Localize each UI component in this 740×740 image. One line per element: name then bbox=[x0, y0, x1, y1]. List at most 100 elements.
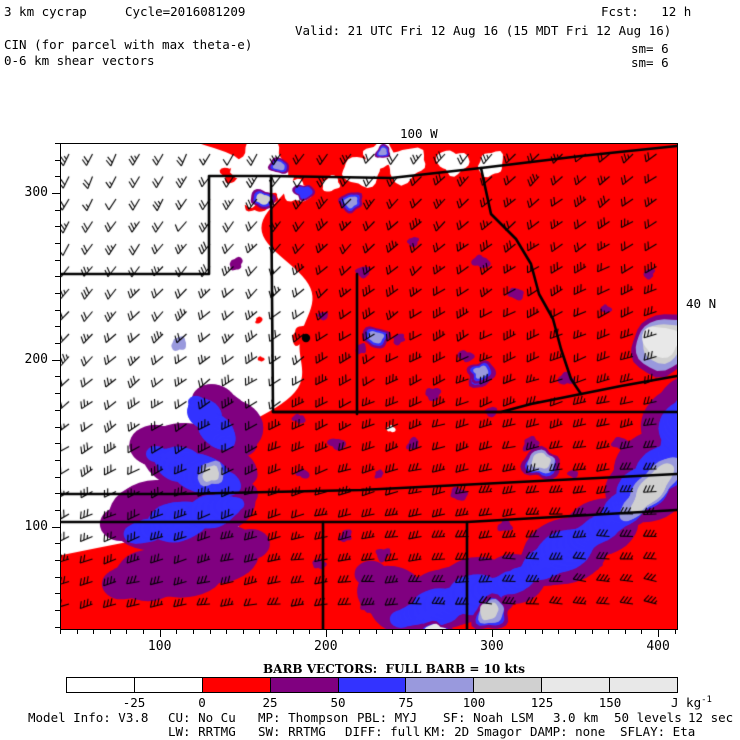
valid-time-label: Valid: 21 UTC Fri 12 Aug 16 (15 MDT Fri … bbox=[295, 23, 672, 38]
y-tick-label-200: 200 bbox=[24, 351, 48, 367]
y-minor-tick bbox=[55, 326, 60, 328]
x-tick-label-400: 400 bbox=[646, 639, 670, 654]
x-tick-label-200: 200 bbox=[314, 639, 338, 654]
colorbar-cell-5 bbox=[406, 678, 475, 692]
x-minor-tick bbox=[126, 630, 128, 634]
x-minor-tick bbox=[541, 630, 543, 634]
x-minor-tick bbox=[342, 630, 344, 634]
model-name: 3 km cycrap bbox=[4, 4, 87, 19]
y-minor-tick bbox=[55, 376, 60, 378]
forecast-hour-label: Fcst: 12 h bbox=[601, 4, 692, 19]
colorbar-tick-0: 0 bbox=[198, 695, 206, 710]
y-minor-tick bbox=[55, 626, 60, 628]
x-tick-label-100: 100 bbox=[147, 639, 172, 654]
footer-sw: SW: RRTMG bbox=[258, 724, 326, 739]
x-minor-tick bbox=[309, 630, 311, 634]
y-minor-tick bbox=[55, 159, 60, 161]
x-minor-tick bbox=[143, 630, 145, 634]
footer-resolution: 3.0 km bbox=[553, 710, 599, 725]
y-minor-tick bbox=[55, 343, 60, 345]
x-minor-tick bbox=[292, 630, 294, 634]
footer-pbl: PBL: MYJ bbox=[357, 710, 418, 725]
y-minor-tick bbox=[55, 576, 60, 578]
y-minor-tick bbox=[55, 309, 60, 311]
x-minor-tick bbox=[176, 630, 178, 634]
x-minor-tick bbox=[226, 630, 228, 634]
y-minor-tick bbox=[55, 509, 60, 511]
colorbar-tick--25: -25 bbox=[122, 695, 146, 710]
colorbar-cell-6 bbox=[474, 678, 543, 692]
x-minor-tick bbox=[93, 630, 95, 634]
footer-damp: DAMP: none bbox=[530, 724, 606, 739]
y-minor-tick bbox=[55, 559, 60, 561]
y-minor-tick bbox=[55, 543, 60, 545]
y-minor-tick bbox=[55, 609, 60, 611]
y-tick-100 bbox=[52, 526, 60, 528]
y-minor-tick bbox=[55, 426, 60, 428]
colorbar-cell-7 bbox=[542, 678, 611, 692]
colorbar-cell-0 bbox=[67, 678, 135, 692]
y-minor-tick bbox=[55, 493, 60, 495]
x-minor-tick bbox=[242, 630, 244, 634]
x-tick-400 bbox=[658, 630, 660, 637]
y-minor-tick bbox=[55, 409, 60, 411]
cin-field-canvas bbox=[61, 144, 677, 629]
x-tick-100 bbox=[159, 630, 161, 637]
y-minor-tick bbox=[55, 593, 60, 595]
footer-km: KM: 2D Smagor bbox=[424, 724, 522, 739]
x-minor-tick bbox=[591, 630, 593, 634]
y-tick-200 bbox=[52, 359, 60, 361]
colorbar-tick-150: 150 bbox=[598, 695, 622, 710]
colorbar-tick-25: 25 bbox=[262, 695, 278, 710]
y-tick-label-300: 300 bbox=[24, 185, 48, 201]
footer-model-info: Model Info: V3.8 bbox=[28, 710, 149, 725]
x-minor-tick bbox=[624, 630, 626, 634]
x-minor-tick bbox=[259, 630, 261, 634]
x-minor-tick bbox=[608, 630, 610, 634]
colorbar-title: BARB VECTORS: FULL BARB = 10 kts bbox=[263, 662, 526, 676]
x-minor-tick bbox=[508, 630, 510, 634]
footer-diff: DIFF: full bbox=[345, 724, 421, 739]
colorbar-cell-4 bbox=[338, 678, 407, 692]
cycle-label: Cycle=2016081209 bbox=[125, 4, 246, 19]
x-minor-tick bbox=[674, 630, 676, 634]
y-minor-tick bbox=[55, 293, 60, 295]
footer-timestep: 12 sec bbox=[688, 710, 734, 725]
x-tick-300 bbox=[491, 630, 493, 637]
y-minor-tick bbox=[55, 143, 60, 144]
smoothing-line1: sm= 6 bbox=[631, 41, 669, 56]
x-minor-tick bbox=[359, 630, 361, 634]
y-minor-tick bbox=[55, 276, 60, 278]
x-minor-tick bbox=[392, 630, 394, 634]
y-tick-label-100: 100 bbox=[24, 518, 48, 534]
field-description-line2: 0-6 km shear vectors bbox=[4, 53, 155, 68]
map-plot-area[interactable] bbox=[60, 143, 678, 630]
footer-sf: SF: Noah LSM bbox=[443, 710, 534, 725]
y-tick-300 bbox=[52, 193, 60, 195]
x-minor-tick bbox=[192, 630, 194, 634]
x-minor-tick bbox=[209, 630, 211, 634]
colorbar-wrap: -25 0 25 50 75 100 125 150 J kg-1 bbox=[66, 677, 712, 710]
colorbar-tick-125: 125 bbox=[530, 695, 554, 710]
footer-levels: 50 levels bbox=[614, 710, 682, 725]
x-tick-200 bbox=[325, 630, 327, 637]
y-minor-tick bbox=[55, 209, 60, 211]
footer-sflay: SFLAY: Eta bbox=[620, 724, 696, 739]
footer-mp: MP: Thompson bbox=[258, 710, 349, 725]
colorbar-cell-1 bbox=[134, 678, 203, 692]
x-minor-tick bbox=[442, 630, 444, 634]
x-minor-tick bbox=[60, 630, 61, 634]
x-minor-tick bbox=[558, 630, 560, 634]
colorbar[interactable] bbox=[66, 677, 678, 693]
smoothing-line2: sm= 6 bbox=[631, 55, 669, 70]
y-minor-tick bbox=[55, 459, 60, 461]
x-tick-label-300: 300 bbox=[480, 639, 504, 654]
colorbar-units: J kg-1 bbox=[671, 695, 712, 711]
x-minor-tick bbox=[109, 630, 111, 634]
x-minor-tick bbox=[475, 630, 477, 634]
colorbar-cell-2 bbox=[202, 678, 271, 692]
colorbar-tick-50: 50 bbox=[330, 695, 346, 710]
x-minor-tick bbox=[76, 630, 78, 634]
x-minor-tick bbox=[525, 630, 527, 634]
y-minor-tick bbox=[55, 443, 60, 445]
